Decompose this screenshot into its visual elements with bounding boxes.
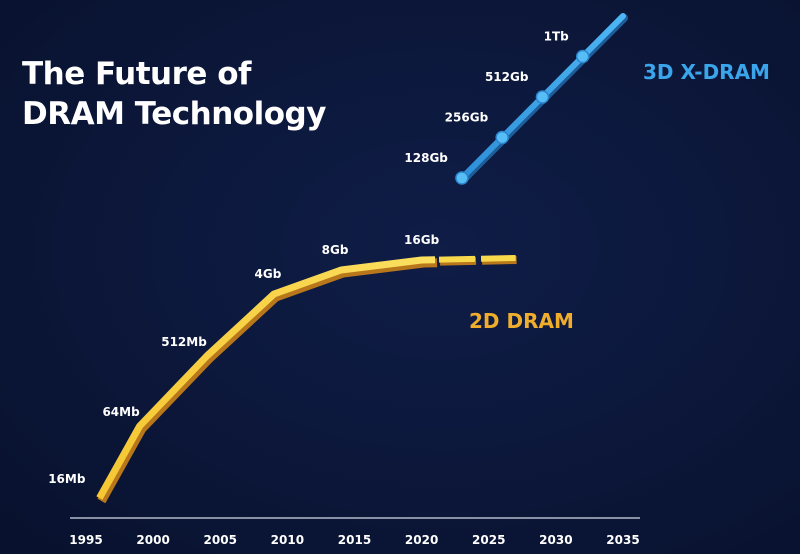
series-3d-x-dram-point-label: 256Gb — [445, 111, 489, 125]
series-2d-dram-point-label: 16Mb — [48, 472, 86, 486]
series-3d-x-dram — [455, 13, 628, 185]
series-2d-dram-point-label: 512Mb — [161, 335, 207, 349]
series-2d-dram-projection — [438, 255, 476, 263]
x-axis: 1995 2000 2005 2010 2015 2020 2025 2030 2035 — [69, 517, 640, 547]
x-tick-label: 2000 — [136, 533, 169, 547]
series-name-3d-x-dram: 3D X-DRAM — [643, 60, 770, 84]
series-2d-dram-point-label: 16Gb — [404, 233, 440, 247]
point-labels: 16Mb 64Mb 512Mb 4Gb 8Gb 16Gb 128Gb 256Gb 512Gb 1T… — [48, 30, 569, 487]
x-tick-label: 2025 — [472, 533, 505, 547]
series-3d-x-dram-marker — [495, 130, 509, 145]
series-3d-x-dram-point-label: 512Gb — [485, 70, 529, 84]
series-2d-dram-projection — [480, 255, 516, 262]
chart-title-line-2: DRAM Technology — [22, 96, 326, 132]
series-3d-x-dram-marker — [455, 171, 469, 185]
series-name-2d-dram: 2D DRAM — [469, 309, 574, 333]
x-tick-label: 2020 — [405, 533, 438, 547]
series-2d-dram-point-label: 64Mb — [102, 405, 140, 419]
x-tick-label: 1995 — [69, 533, 102, 547]
x-tick-label: 2010 — [271, 533, 304, 547]
series-3d-x-dram-marker — [575, 49, 590, 64]
series-3d-x-dram-marker — [535, 90, 550, 104]
series-2d-dram-line — [96, 256, 436, 500]
x-tick-label: 2015 — [338, 533, 371, 547]
x-tick-label: 2030 — [539, 533, 572, 547]
series-2d-dram-point-label: 4Gb — [255, 267, 282, 281]
series-2d-dram — [96, 255, 517, 504]
series-3d-x-dram-point-label: 1Tb — [544, 30, 570, 44]
x-tick-label: 2035 — [606, 533, 639, 547]
chart-title-line-1: The Future of — [22, 56, 252, 92]
series-3d-x-dram-point-label: 128Gb — [404, 151, 448, 165]
series-2d-dram-point-label: 8Gb — [322, 243, 349, 257]
x-tick-label: 2005 — [204, 533, 237, 547]
